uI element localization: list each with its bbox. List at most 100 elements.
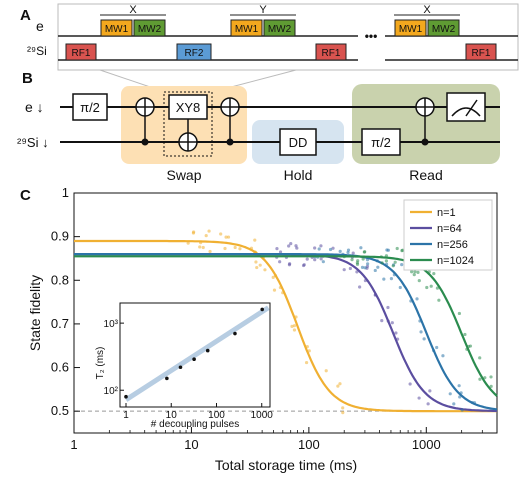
data-point-n=256 [419,330,423,334]
mw2-pulse-3 [427,19,460,37]
data-point-n=64 [342,268,346,272]
data-point-n=1024 [400,249,404,253]
data-point-n=64 [395,337,400,341]
data-point-n=64 [408,382,412,386]
data-point-n=256 [460,408,464,412]
data-point-n=64 [417,396,421,400]
data-point-n=256 [441,354,445,358]
row-si-label-b: ²⁹Si ↓ [17,135,49,150]
rf2-label: RF2 [185,48,204,59]
data-point-n=64 [358,285,362,289]
data-point-n=256 [457,384,461,388]
data-point-n=1 [294,315,298,319]
data-point-n=1024 [432,272,436,276]
y-tick-label-0: 0.5 [51,403,69,418]
inset: 1 10 100 1000 10² 10³ # decoupling pulses T₂ … [95,302,273,430]
data-point-n=1024 [384,259,389,263]
data-point-n=64 [331,246,335,250]
inset-x-tick-label-2: 100 [208,410,225,421]
panel-b-label: B [22,70,33,87]
data-point-n=1024 [391,264,395,268]
data-point-n=1024 [393,260,397,264]
gate-label-3: X [423,4,431,16]
pi-half-e-label: π/2 [80,100,100,115]
inset-x-axis-title: # decoupling pulses [151,419,239,430]
data-point-n=1 [341,411,345,415]
data-point-n=1024 [410,270,414,274]
mw1-pulse-1 [100,19,133,37]
x-axis-title: Total storage time (ms) [215,457,357,473]
data-point-n=256 [435,345,439,350]
data-point-n=256 [317,247,321,251]
inset-y-tick-label-1: 10³ [104,319,119,330]
data-point-n=64 [319,257,323,261]
data-point-n=1024 [416,270,420,274]
data-point-n=1 [338,382,342,386]
data-point-n=64 [275,247,279,251]
data-point-n=1 [198,245,202,249]
data-point-n=1024 [457,311,461,316]
mw2-label-3: MW2 [432,24,456,35]
data-point-n=1 [292,328,297,332]
measurement-icon [451,107,481,117]
data-point-n=64 [426,402,430,406]
data-point-n=64 [278,250,283,254]
data-point-n=1024 [425,285,429,290]
inset-point-4 [205,348,210,353]
y-tick-label-2: 0.7 [51,316,69,331]
data-point-n=256 [389,277,394,281]
data-point-n=1024 [412,273,416,277]
inset-x-tick-label-0: 1 [123,410,129,421]
data-point-n=1024 [350,258,354,262]
data-point-n=1024 [429,284,433,288]
data-point-n=256 [418,319,422,323]
x-tick-label-3: 1000 [412,437,441,452]
data-point-n=1024 [413,270,417,274]
panel-c-label: C [20,187,31,204]
inset-plot: 1 10 100 1000 10² 10³ [104,305,273,421]
inset-point-2 [178,365,183,370]
legend: n=1 n=64 n=256 n=1024 [403,199,493,271]
xy8-label: XY8 [176,100,201,115]
data-point-n=1 [263,268,267,272]
data-point-n=1 [336,384,340,388]
y-tick-label-5: 1 [62,185,69,200]
cnot3-control [226,138,234,146]
data-point-n=1024 [435,286,440,290]
data-point-n=1 [201,245,205,250]
data-point-n=64 [313,258,317,262]
panel-a-frame [57,3,519,71]
data-point-n=1024 [379,255,383,259]
data-point-n=256 [452,402,456,406]
data-point-n=64 [287,244,291,248]
data-point-n=1 [253,238,257,242]
inset-point-0 [124,394,128,399]
dd-label: DD [289,135,308,150]
data-point-n=256 [375,259,379,263]
rf2-pulse [176,43,212,61]
data-point-n=256 [382,277,386,281]
data-point-n=256 [409,299,413,303]
data-point-n=1024 [342,255,346,259]
mw2-pulse-2 [263,19,296,37]
mw1-label-3: MW1 [399,24,423,35]
data-point-n=64 [305,257,309,261]
fit-curve-n=1 [74,239,497,413]
data-point-n=1 [199,241,203,245]
data-point-n=1 [219,232,223,236]
data-point-n=1 [290,324,294,328]
rf1-label-3: RF1 [472,48,491,59]
fit-curve-n=1024 [74,255,498,397]
data-point-n=1 [258,263,262,267]
data-point-n=1 [226,235,231,239]
data-point-n=1 [254,260,258,264]
data-point-n=256 [373,268,377,273]
stage-label-hold: Hold [284,167,313,183]
data-point-n=1 [223,246,227,251]
data-point-n=1 [253,250,257,254]
data-point-n=1 [192,230,196,234]
data-point-n=64 [289,242,293,246]
inset-y-tick-label-0: 10² [104,386,119,397]
data-point-n=1024 [362,250,366,254]
data-point-n=1 [272,288,277,292]
